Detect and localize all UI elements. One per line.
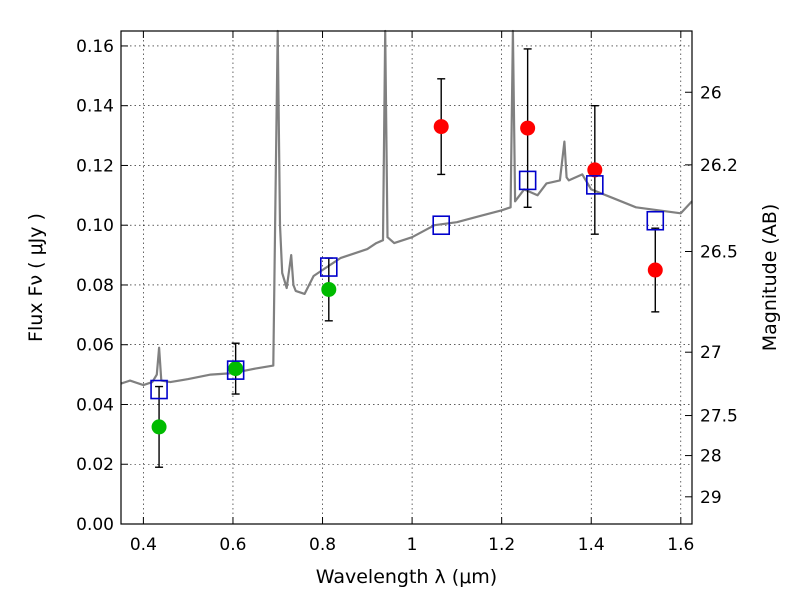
model-point (319, 257, 338, 277)
model-point (226, 360, 245, 380)
y-tick-label: 0.08 (76, 276, 114, 296)
model-point (586, 175, 604, 195)
y-tick-label: 0.14 (76, 97, 114, 117)
y-tick-label: 0.10 (76, 216, 114, 236)
data-point (228, 361, 244, 377)
data-point (433, 119, 449, 135)
y-tick-label: 0.00 (76, 515, 114, 535)
y-tick-label: 0.12 (76, 156, 114, 176)
y-axis-ticks: 0.00 0.02 0.04 0.06 0.08 0.10 0.12 0.14 0.16 (76, 37, 128, 535)
x-tick-label: 0.6 (219, 535, 246, 555)
x-tick-label: 1 (407, 535, 418, 555)
model-point (518, 170, 537, 191)
model-point (432, 215, 451, 236)
y-tick-label: 0.04 (76, 395, 114, 415)
x-tick-label: 1.4 (578, 535, 605, 555)
magnitude-tick-label: 27 (700, 343, 722, 363)
magnitude-tick-label: 27.5 (700, 407, 738, 427)
x-tick-label: 1.2 (488, 535, 515, 555)
magnitude-tick-label: 28 (700, 447, 722, 467)
y-axis-label: Flux Fν ( μJy ) (25, 213, 47, 342)
magnitude-tick-label: 26.5 (700, 243, 738, 263)
magnitude-tick-label: 26.2 (700, 156, 738, 176)
y-tick-label: 0.06 (76, 336, 114, 356)
model-point (646, 210, 665, 231)
model-point (150, 379, 168, 400)
x-tick-label: 0.4 (130, 535, 157, 555)
data-point (151, 419, 167, 435)
plot-frame (120, 30, 693, 525)
magnitude-axis-ticks: 26 26.2 26.5 27 27.5 28 29 (685, 83, 738, 508)
data-point (520, 120, 536, 136)
photometry-points (150, 48, 665, 468)
x-tick-label: 0.8 (309, 535, 336, 555)
data-point (647, 262, 663, 278)
x-axis-label: Wavelength λ (μm) (316, 566, 497, 588)
magnitude-axis-label: Magnitude (AB) (759, 204, 781, 352)
x-axis-ticks: 0.4 0.6 0.8 1 1.2 1.4 1.6 (130, 31, 694, 555)
x-tick-label: 1.6 (667, 535, 694, 555)
magnitude-tick-label: 26 (700, 83, 722, 103)
model-spectrum (120, 29, 693, 387)
spectrum-line (120, 29, 693, 387)
data-point (587, 162, 603, 178)
magnitude-tick-label: 29 (700, 488, 722, 508)
grid-lines (121, 31, 692, 525)
y-tick-label: 0.02 (76, 455, 114, 475)
data-point (321, 281, 337, 297)
y-tick-label: 0.16 (76, 37, 114, 57)
